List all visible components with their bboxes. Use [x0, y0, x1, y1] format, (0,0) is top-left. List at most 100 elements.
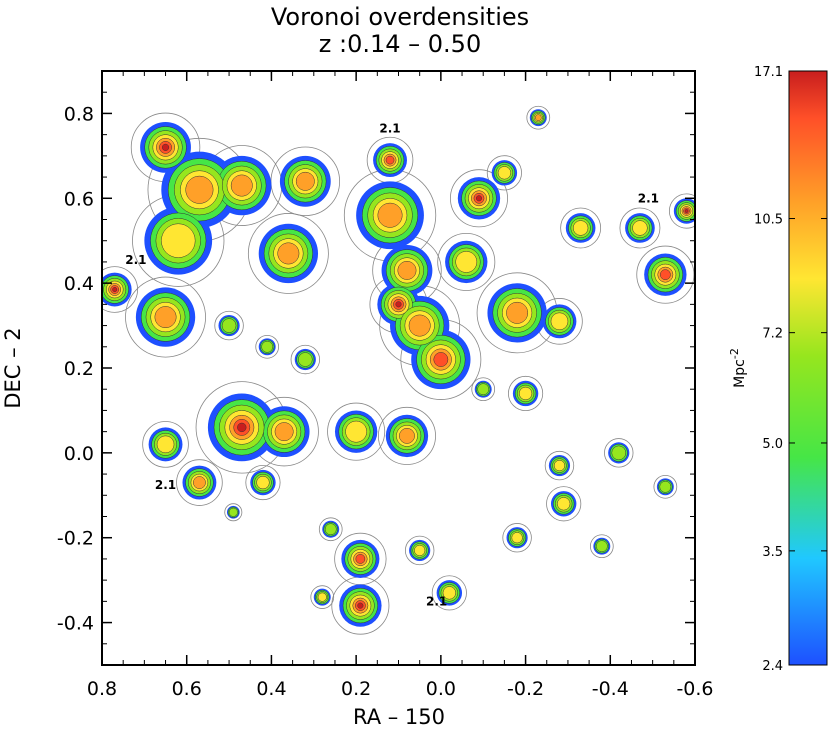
- y-tick-label-0: -0.4: [57, 613, 94, 635]
- contour-label-1: 2.1: [125, 253, 146, 267]
- outer-contour-27: [377, 406, 436, 465]
- x-tick-label-3: 0.2: [341, 678, 371, 700]
- outer-contour-39: [508, 375, 544, 412]
- x-tick-label-6: -0.4: [592, 678, 629, 700]
- density-level-2-cluster-47: [228, 507, 238, 517]
- outer-contour-30: [245, 465, 281, 501]
- density-level-4-cluster-29: [193, 476, 206, 489]
- x-tick-label-1: 0.6: [172, 678, 202, 700]
- density-level-3-cluster-39: [518, 386, 533, 401]
- x-tick-label-5: -0.2: [507, 678, 544, 700]
- outer-contour-15: [437, 232, 496, 291]
- density-level-3-cluster-15: [455, 251, 478, 273]
- contour-label-3: 2.1: [155, 478, 176, 492]
- density-level-4-cluster-6: [154, 306, 177, 329]
- outer-contour-22: [668, 193, 695, 229]
- density-level-5-cluster-23: [660, 269, 671, 280]
- density-level-6-cluster-32: [357, 602, 364, 609]
- y-tick-label-5: 0.6: [64, 188, 94, 210]
- x-tick-label-0: 0.8: [87, 678, 117, 700]
- outer-contour-44: [255, 334, 280, 359]
- outer-contour-33: [404, 535, 435, 566]
- outer-contour-29: [176, 459, 223, 506]
- density-level-2-cluster-46: [324, 523, 337, 536]
- density-level-3-cluster-5: [161, 223, 196, 258]
- contour-label-4: 2.1: [426, 595, 447, 609]
- density-level-4-cluster-12: [408, 314, 431, 337]
- outer-contour-47: [224, 503, 243, 522]
- density-level-2-cluster-48: [595, 540, 608, 553]
- density-level-6-cluster-7: [112, 287, 118, 292]
- y-tick-label-6: 0.8: [64, 103, 94, 125]
- colorbar-tick-label-2: 7.2: [762, 327, 783, 342]
- colorbar-tick-label-0: 17.1: [754, 65, 783, 80]
- outer-contour-41: [653, 474, 678, 499]
- density-level-3-cluster-17: [550, 312, 569, 331]
- outer-contour-37: [544, 450, 575, 481]
- density-level-4-cluster-10: [397, 261, 417, 280]
- density-level-2-cluster-43: [298, 352, 313, 367]
- density-level-6-cluster-11: [395, 301, 402, 308]
- contour-label-0: 2.1: [379, 122, 400, 136]
- y-tick-label-3: 0.2: [64, 358, 94, 380]
- density-level-3-cluster-30: [256, 475, 270, 490]
- outer-contour-21: [619, 207, 661, 249]
- outer-contour-23: [636, 245, 695, 304]
- colorbar-label: Mpc-2: [728, 348, 748, 388]
- outer-contour-7: [102, 266, 138, 313]
- outer-contour-42: [471, 377, 496, 402]
- colorbar-tick-label-1: 10.5: [754, 213, 783, 228]
- density-level-4-cluster-4: [277, 242, 300, 265]
- outer-contour-19: [560, 207, 602, 249]
- density-level-3-cluster-19: [572, 220, 589, 236]
- y-axis-label: DEC – 2: [1, 327, 25, 408]
- chart-title: Voronoi overdensities: [271, 3, 529, 31]
- outer-contour-6: [125, 276, 206, 358]
- outer-contour-43: [290, 344, 321, 375]
- outer-contour-28: [142, 421, 189, 468]
- contour-label-2: 2.1: [638, 192, 659, 206]
- x-tick-label-7: -0.6: [676, 678, 713, 700]
- density-level-6-cluster-22: [684, 209, 689, 213]
- density-level-3-cluster-35: [317, 592, 327, 602]
- x-axis: 0.8 0.6 0.4 0.2 0.0 -0.2 -0.4 -0.6: [87, 71, 714, 700]
- density-level-6-cluster-24: [237, 422, 247, 433]
- outer-contour-18: [486, 155, 522, 191]
- density-level-4-cluster-27: [399, 428, 415, 444]
- outer-contour-20: [526, 105, 551, 130]
- density-level-2-cluster-44: [261, 340, 274, 353]
- density-level-3-cluster-36: [557, 497, 571, 511]
- density-level-2-cluster-41: [659, 480, 672, 493]
- density-level-4-cluster-1: [185, 175, 214, 204]
- density-level-6-cluster-0: [161, 143, 170, 151]
- outer-contour-45: [214, 310, 244, 341]
- density-level-3-cluster-34: [442, 586, 456, 600]
- density-level-5-cluster-31: [355, 554, 366, 564]
- colorbar-ticks: 17.1 10.5 7.2 5.0 3.5 2.4: [754, 65, 827, 674]
- x-tick-label-2: 0.4: [256, 678, 286, 700]
- density-level-5-cluster-13: [433, 352, 449, 367]
- density-level-3-cluster-26: [345, 420, 367, 443]
- outer-contour-40: [604, 438, 634, 468]
- outer-contour-34: [431, 575, 467, 611]
- density-level-5-cluster-8: [385, 155, 395, 165]
- density-level-3-cluster-37: [553, 460, 566, 472]
- density-level-2-cluster-45: [221, 318, 237, 333]
- plot-area: 2.1 2.1 2.1 2.1 2.1: [102, 105, 695, 635]
- outer-contour-38: [502, 523, 532, 553]
- colorbar-tick-label-3: 5.0: [762, 437, 783, 452]
- density-level-3-cluster-21: [632, 220, 648, 236]
- density-level-3-cluster-18: [497, 166, 511, 180]
- density-level-4-cluster-20: [534, 114, 542, 121]
- outer-contour-4: [247, 213, 329, 294]
- density-level-2-cluster-42: [477, 383, 490, 396]
- outer-contour-48: [589, 534, 614, 559]
- density-level-3-cluster-38: [511, 532, 523, 544]
- y-tick-label-2: 0.0: [64, 443, 94, 465]
- density-level-3-cluster-28: [156, 435, 175, 454]
- density-level-4-cluster-16: [506, 301, 529, 324]
- colorbar: [788, 70, 828, 666]
- outer-contour-46: [318, 517, 343, 542]
- y-axis: -0.4 -0.2 0.0 0.2 0.4 0.6 0.8: [57, 70, 695, 666]
